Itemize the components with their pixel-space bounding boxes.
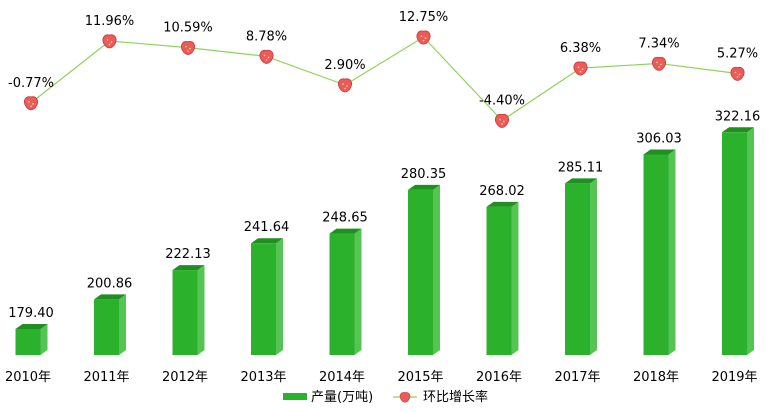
bar-front — [408, 189, 433, 355]
x-tick-label: 2016年 — [476, 370, 522, 385]
line-value-label: 5.27% — [717, 46, 758, 61]
bar-side — [590, 178, 597, 355]
line-value-label: 11.96% — [85, 14, 135, 29]
strawberry-icon — [180, 41, 196, 56]
x-tick-label: 2018年 — [633, 370, 679, 385]
bar-side — [276, 238, 283, 355]
x-tick-label: 2019年 — [711, 370, 757, 385]
bar-side — [40, 324, 48, 355]
strawberry-icon — [416, 30, 431, 45]
bar-side — [433, 184, 440, 355]
x-tick-label: 2013年 — [240, 370, 286, 385]
bar-9 — [722, 127, 754, 355]
bar-8 — [643, 149, 676, 355]
bar-value-label: 248.65 — [322, 211, 368, 226]
strawberry-icon — [337, 78, 353, 93]
x-tick-label: 2017年 — [554, 370, 600, 385]
bar-0 — [15, 324, 48, 355]
x-tick-label: 2010年 — [5, 370, 51, 385]
bar-2 — [172, 265, 205, 355]
bar-side — [197, 265, 205, 355]
legend-line-label: 环比增长率 — [423, 389, 488, 405]
strawberry-icon — [102, 34, 117, 49]
legend-marker-icon — [399, 392, 411, 403]
strawberry-icon — [651, 56, 667, 71]
x-tick-label: 2014年 — [319, 370, 365, 385]
bar-top — [251, 238, 283, 244]
line-value-label: 6.38% — [560, 41, 601, 56]
line-value-label: -4.40% — [479, 93, 525, 108]
bar-value-label: 280.35 — [401, 167, 447, 182]
growth-line — [30, 36, 738, 122]
bar-top — [408, 184, 440, 190]
bar-value-label: 179.40 — [8, 306, 54, 321]
x-tick-label: 2012年 — [162, 370, 208, 385]
bar-4 — [329, 228, 362, 355]
legend-bar-swatch — [283, 393, 307, 400]
bar-value-label: 241.64 — [244, 220, 290, 235]
strawberry-icon — [573, 61, 588, 76]
bar-series: 179.40 200.86 222.13 241.64 248.65 280.35 268.… — [8, 109, 760, 355]
line-value-label: 12.75% — [399, 10, 449, 25]
bar-value-label: 285.11 — [558, 160, 604, 175]
x-axis: 2010年 2011年 2012年 2013年 2014年 2015年 2016年 2017年… — [5, 370, 758, 385]
bar-value-label: 200.86 — [87, 276, 133, 291]
bar-front — [643, 154, 669, 355]
line-value-label: 2.90% — [324, 58, 365, 73]
strawberry-icon — [259, 49, 274, 64]
bar-top — [15, 324, 48, 329]
bar-side — [511, 201, 519, 355]
strawberry-icon — [23, 96, 39, 111]
bar-value-label: 322.16 — [715, 109, 761, 124]
bar-value-label: 268.02 — [479, 184, 525, 199]
line-series: -0.77% 11.96% 10.59% 8.78% 2.90% 12.75% -4.40%… — [8, 10, 758, 128]
bar-front — [329, 233, 355, 355]
bar-front — [565, 183, 590, 355]
bar-value-label: 222.13 — [165, 247, 211, 262]
line-value-label: -0.77% — [8, 76, 54, 91]
bar-front — [722, 132, 747, 355]
bar-side — [668, 149, 676, 355]
bar-7 — [565, 178, 597, 355]
bar-1 — [94, 294, 126, 355]
line-value-label: 8.78% — [246, 29, 287, 44]
x-tick-label: 2011年 — [83, 370, 129, 385]
bar-top — [565, 178, 597, 184]
bar-top — [329, 228, 362, 234]
bar-6 — [486, 201, 519, 355]
bar-side — [354, 228, 362, 355]
bar-side — [747, 127, 754, 355]
bar-front — [94, 299, 119, 355]
strawberry-icon — [494, 113, 510, 128]
bar-front — [15, 329, 41, 355]
bar-top — [722, 127, 754, 133]
strawberry-icon — [730, 66, 745, 81]
bar-side — [119, 294, 126, 355]
bar-front — [251, 243, 276, 355]
bar-front — [486, 206, 512, 355]
x-tick-label: 2015年 — [397, 370, 443, 385]
bar-top — [172, 265, 205, 271]
legend: 产量(万吨) 环比增长率 — [283, 389, 488, 405]
bar-top — [486, 201, 519, 207]
line-value-label: 10.59% — [163, 21, 213, 36]
bar-top — [94, 294, 126, 300]
bar-top — [643, 149, 676, 155]
bar-value-label: 306.03 — [636, 132, 682, 147]
bar-5 — [408, 184, 440, 355]
bar-front — [172, 270, 198, 355]
bar-3 — [251, 238, 283, 355]
line-value-label: 7.34% — [638, 36, 679, 51]
legend-bar-label: 产量(万吨) — [311, 390, 373, 405]
